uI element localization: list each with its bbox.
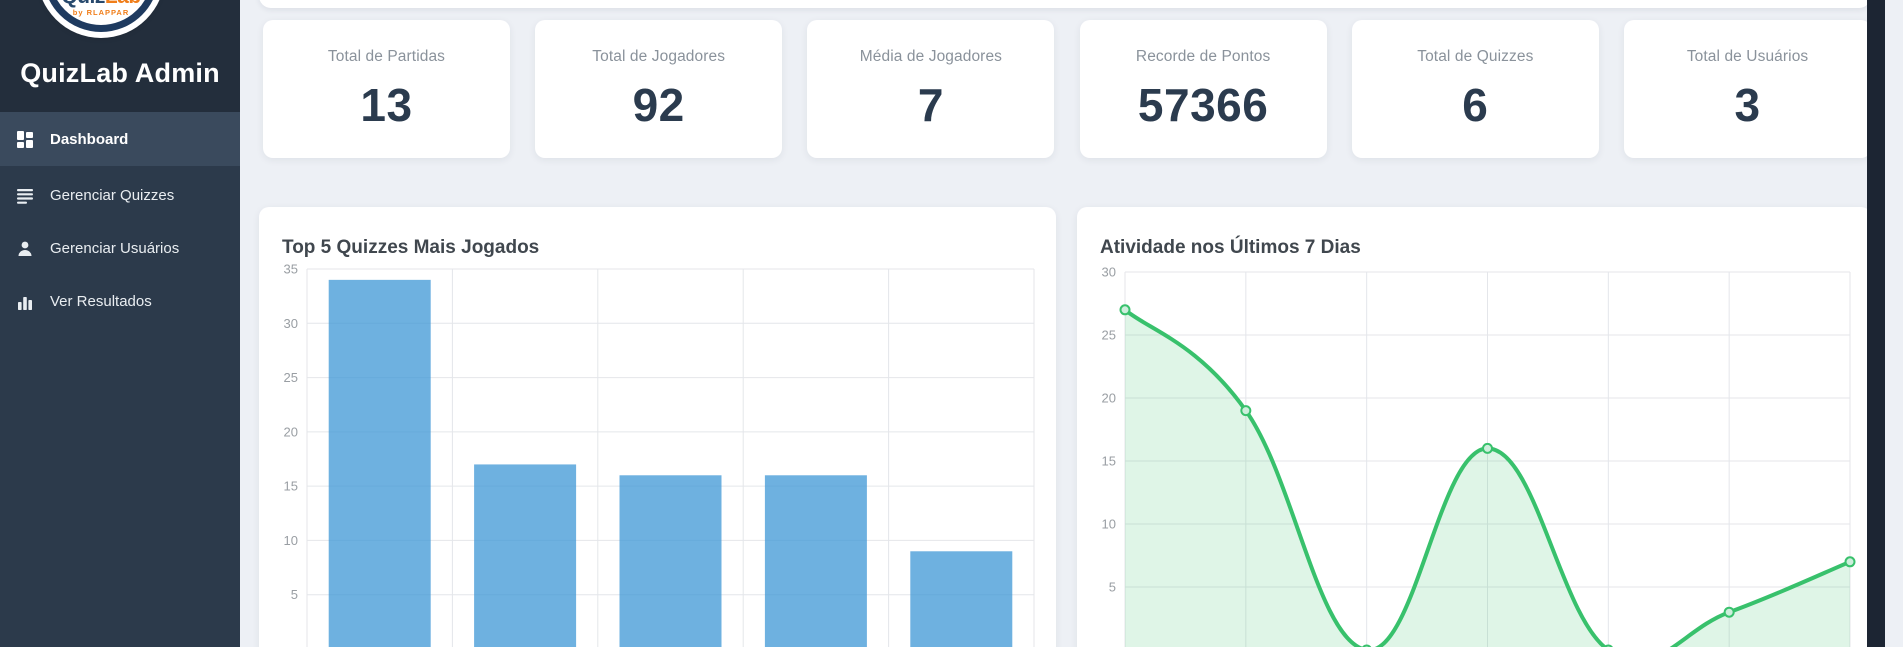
sidebar-nav: Dashboard Gerenciar Quizzes Gerenciar Us… (0, 112, 240, 325)
sidebar-item-gerenciar-quizzes[interactable]: Gerenciar Quizzes (0, 171, 240, 219)
logo-wordmark: QuizLab (61, 0, 141, 8)
y-tick-label: 25 (1102, 328, 1116, 343)
logo-byline: by RLAPPAR (72, 8, 130, 17)
sidebar-item-label: Gerenciar Usuários (50, 239, 180, 257)
data-point-marker (1482, 442, 1493, 454)
sidebar-item-label: Gerenciar Quizzes (50, 186, 175, 204)
stat-label: Média de Jogadores (859, 48, 1003, 65)
y-tick-label: 30 (284, 316, 298, 331)
y-tick-label: 35 (284, 262, 298, 277)
stat-value: 6 (1462, 79, 1489, 131)
right-edge-strip (1867, 0, 1885, 647)
y-tick-label: 10 (284, 533, 298, 548)
y-tick-label: 15 (284, 479, 298, 494)
stat-value: 3 (1734, 79, 1761, 131)
activity-line-chart[interactable]: 5 10 15 20 25 30 (1077, 207, 1871, 647)
sidebar-item-dashboard[interactable]: Dashboard (0, 112, 240, 166)
y-tick-label: 15 (1102, 454, 1116, 469)
y-tick-label: 20 (1102, 391, 1116, 406)
topbar-card-cutoff (259, 0, 1871, 8)
sidebar-item-label: Dashboard (50, 130, 129, 148)
bar (910, 551, 1013, 647)
sidebar-item-label: Ver Resultados (50, 292, 152, 310)
activity-chart-card: 5 10 15 20 25 30 Atividade nos Últimos 7 Dias (1077, 207, 1871, 647)
data-point-marker (1240, 405, 1252, 417)
y-tick-label: 20 (284, 424, 298, 439)
y-tick-label: 25 (284, 370, 298, 385)
y-tick-label: 5 (1109, 580, 1116, 595)
stat-card-total-usuarios: Total de Usuários 3 (1624, 20, 1872, 158)
line-chart-title: Atividade nos Últimos 7 Dias (1100, 237, 1361, 258)
y-tick-label: 30 (1102, 265, 1116, 280)
app-title: QuizLab Admin (20, 58, 220, 88)
data-point-marker (1119, 304, 1131, 316)
sidebar-item-ver-resultados[interactable]: Ver Resultados (0, 277, 240, 325)
stat-value: 92 (632, 79, 685, 131)
user-icon (18, 241, 32, 256)
data-point-marker (1844, 556, 1856, 568)
bar-chart-title: Top 5 Quizzes Mais Jogados (282, 237, 540, 258)
sidebar-item-gerenciar-usuarios[interactable]: Gerenciar Usuários (0, 224, 240, 272)
area-fill (1125, 309, 1850, 647)
y-tick-label: 5 (291, 587, 298, 602)
dashboard-grid-icon (17, 130, 33, 148)
top-quizzes-chart-card: 5 10 15 20 25 30 35 Top 5 Quizzes Mais Jogados (259, 207, 1056, 647)
stat-value: 7 (917, 79, 944, 131)
line-path (1123, 307, 1852, 647)
bar (619, 475, 722, 647)
top-quizzes-bar-chart[interactable]: 5 10 15 20 25 30 35 (259, 207, 1056, 647)
logo-lab-text: Lab (105, 0, 141, 8)
stat-card-total-quizzes: Total de Quizzes 6 (1351, 20, 1599, 158)
bar (764, 475, 867, 647)
sidebar-header: QuizLab by RLAPPAR QuizLab Admin (0, 0, 240, 112)
bar-chart-icon (18, 296, 32, 310)
data-point-marker (1723, 606, 1735, 618)
stat-card-media-jogadores: Média de Jogadores 7 (807, 20, 1055, 158)
stat-label: Total de Usuários (1686, 48, 1809, 65)
stat-label: Total de Quizzes (1417, 48, 1534, 65)
y-tick-label: 10 (1102, 517, 1116, 532)
stat-label: Total de Partidas (327, 48, 446, 65)
stat-card-recorde-pontos: Recorde de Pontos 57366 (1079, 20, 1327, 158)
quizlab-logo: QuizLab by RLAPPAR (43, 0, 159, 32)
logo-quiz-text: Quiz (61, 0, 105, 8)
stat-label: Total de Jogadores (592, 48, 726, 65)
stats-row: Total de Partidas 13 Total de Jogadores … (263, 20, 1872, 158)
list-lines-icon (17, 188, 33, 204)
stat-card-total-jogadores: Total de Jogadores 92 (535, 20, 783, 158)
stat-value: 57366 (1137, 79, 1269, 131)
stat-value: 13 (360, 79, 413, 131)
bar (474, 464, 577, 647)
sidebar: QuizLab by RLAPPAR QuizLab Admin Dashboa… (0, 0, 240, 647)
stat-label: Recorde de Pontos (1135, 48, 1271, 65)
stat-card-total-partidas: Total de Partidas 13 (263, 20, 510, 158)
main-content: Total de Partidas 13 Total de Jogadores … (240, 0, 1885, 647)
bar (328, 279, 431, 647)
